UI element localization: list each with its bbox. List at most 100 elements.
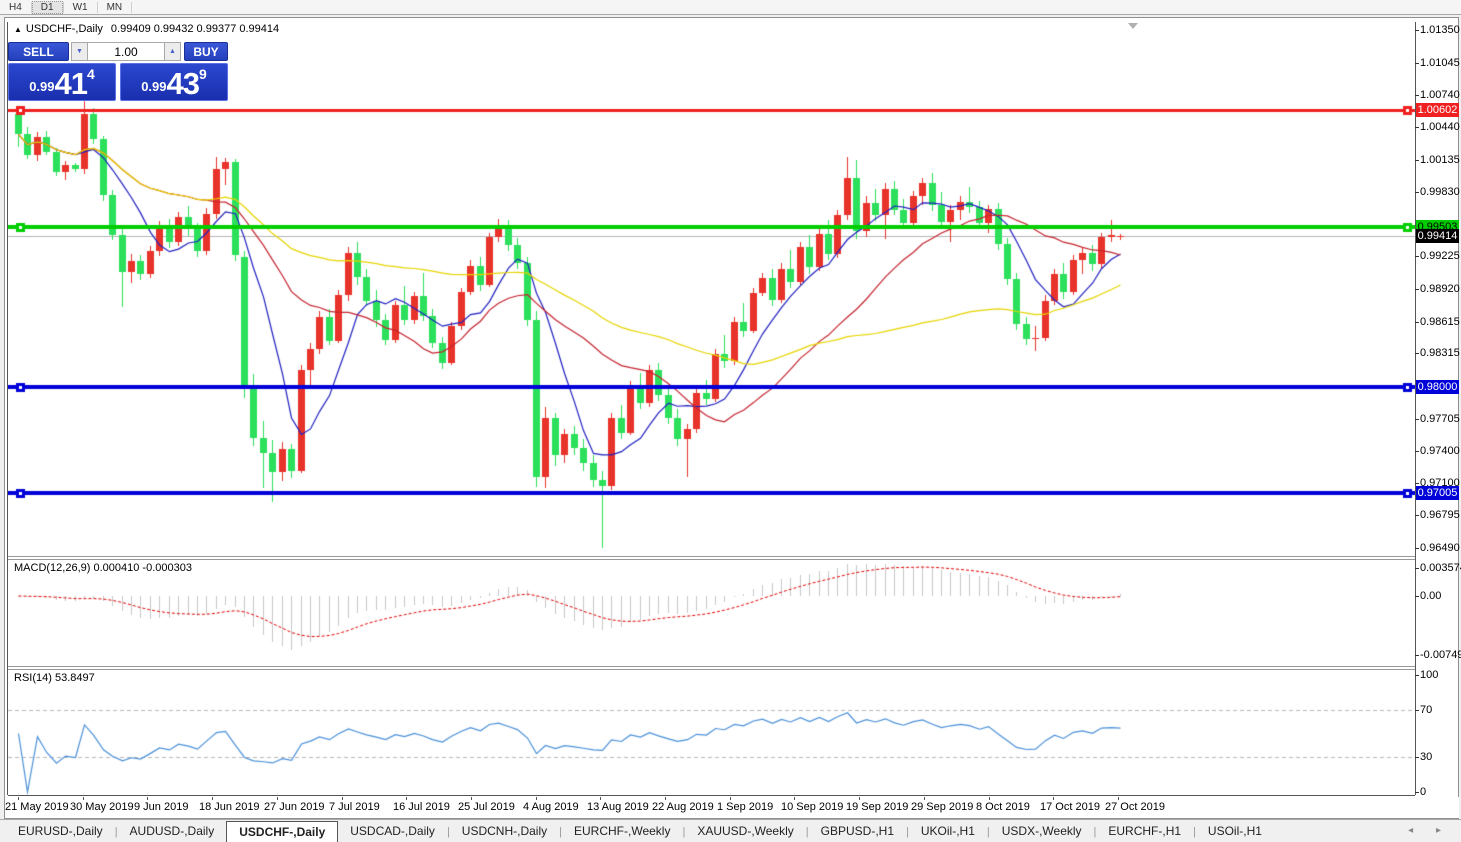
timeframe-button-h4[interactable]: H4 <box>9 1 22 13</box>
axis-tick-mark <box>1415 160 1419 161</box>
rsi-axis-label: 70 <box>1420 704 1433 716</box>
date-tick-mark <box>989 797 990 800</box>
date-tick-mark <box>1118 797 1119 800</box>
price-badge-0.97005: 0.97005 <box>1416 486 1459 500</box>
date-tick-mark <box>1053 797 1054 800</box>
axis-tick-mark <box>1415 256 1419 257</box>
price-axis-label: 0.96795 <box>1420 509 1460 521</box>
date-axis-label: 8 Oct 2019 <box>976 801 1030 813</box>
rsi-label: RSI(14) 53.8497 <box>14 672 95 684</box>
axis-tick-mark <box>1415 515 1419 516</box>
chart-shift-marker-icon[interactable] <box>1128 23 1138 29</box>
axis-tick-mark <box>1415 322 1419 323</box>
date-axis-label: 1 Sep 2019 <box>717 801 774 813</box>
date-axis[interactable]: 21 May 2019 30 May 2019 9 Jun 2019 18 Jun 2… <box>5 797 1459 818</box>
axis-tick-mark <box>1415 568 1419 569</box>
bottom-tab-usdcnh-daily[interactable]: USDCNH-,Daily <box>461 824 548 838</box>
price-axis-label: 0.99225 <box>1420 250 1460 262</box>
date-tick-mark <box>83 797 84 800</box>
date-tick-mark <box>924 797 925 800</box>
price-axis-label: 0.97705 <box>1420 413 1460 425</box>
date-axis-label: 22 Aug 2019 <box>652 801 714 813</box>
price-badge-1.00602: 1.00602 <box>1416 103 1459 117</box>
axis-tick-mark <box>1415 675 1419 676</box>
buy-price-box[interactable]: 0.99 43 9 <box>120 63 228 101</box>
bottom-tab-gbpusd-h1[interactable]: GBPUSD-,H1 <box>820 824 894 838</box>
rsi-axis-label: 0 <box>1420 786 1427 798</box>
plot-left-border <box>7 22 8 795</box>
axis-tick-mark <box>1415 451 1419 452</box>
macd-separator-inner <box>8 559 1415 560</box>
bottom-tab-xauusd-weekly[interactable]: XAUUSD-,Weekly <box>697 824 794 838</box>
date-axis-label: 27 Oct 2019 <box>1105 801 1165 813</box>
buy-price-prefix: 0.99 <box>141 79 167 94</box>
one-click-panel-toggle-icon[interactable]: ▲ <box>14 25 22 34</box>
tab-divider: | <box>906 826 909 838</box>
price-chart-canvas[interactable] <box>8 22 1415 557</box>
price-axis-label: 1.01045 <box>1420 57 1460 69</box>
bottom-tab-usdchf-daily[interactable]: USDCHF-,Daily <box>226 821 339 842</box>
price-axis-label: 0.98920 <box>1420 283 1460 295</box>
date-tick-mark <box>277 797 278 800</box>
axis-tick-mark <box>1415 63 1419 64</box>
axis-tick-mark <box>1415 655 1419 656</box>
timeframe-button-mn[interactable]: MN <box>106 1 123 13</box>
macd-separator[interactable] <box>8 556 1415 557</box>
sell-button[interactable]: SELL <box>8 42 69 61</box>
chart-ohlc-values: 0.99409 0.99432 0.99377 0.99414 <box>110 23 280 35</box>
date-axis-label: 17 Oct 2019 <box>1040 801 1100 813</box>
date-tick-mark <box>147 797 148 800</box>
bottom-tab-eurchf-weekly[interactable]: EURCHF-,Weekly <box>574 824 671 838</box>
sell-price-prefix: 0.99 <box>29 79 55 94</box>
axis-tick-mark <box>1415 483 1419 484</box>
bottom-tab-usoil-h1[interactable]: USOil-,H1 <box>1207 824 1262 838</box>
date-tick-mark <box>859 797 860 800</box>
rsi-axis-label: 30 <box>1420 751 1433 763</box>
date-tick-mark <box>536 797 537 800</box>
date-tick-mark <box>471 797 472 800</box>
date-axis-label: 25 Jul 2019 <box>458 801 515 813</box>
bottom-tab-ukoil-h1[interactable]: UKOil-,H1 <box>920 824 975 838</box>
bottom-tab-usdx-weekly[interactable]: USDX-,Weekly <box>1001 824 1082 838</box>
price-badge-0.99414: 0.99414 <box>1416 229 1459 243</box>
tab-divider: | <box>114 826 118 838</box>
rsi-separator-inner <box>8 669 1415 670</box>
axis-tick-mark <box>1415 757 1419 758</box>
date-axis-label: 29 Sep 2019 <box>911 801 974 813</box>
bottom-tab-eurchf-h1[interactable]: EURCHF-,H1 <box>1108 824 1182 838</box>
macd-indicator-canvas[interactable] <box>8 560 1415 667</box>
volume-decrease-button[interactable]: ▼ <box>71 42 88 61</box>
volume-input[interactable] <box>88 42 164 61</box>
price-axis-label: 1.01350 <box>1420 24 1460 36</box>
tab-divider: | <box>1193 826 1196 838</box>
date-tick-mark <box>212 797 213 800</box>
bottom-tab-audusd-daily[interactable]: AUDUSD-,Daily <box>129 824 215 838</box>
toolbar-divider <box>96 1 98 13</box>
date-axis-label: 30 May 2019 <box>70 801 134 813</box>
tab-divider: | <box>986 826 990 838</box>
price-axis-label: 0.97400 <box>1420 445 1460 457</box>
rsi-separator[interactable] <box>8 666 1415 667</box>
buy-button[interactable]: BUY <box>184 42 228 61</box>
chart-tab-bar: EURUSD-,Daily | AUDUSD-,Daily USDCHF-,Daily… <box>0 819 1461 842</box>
bottom-tab-eurusd-daily[interactable]: EURUSD-,Daily <box>18 824 103 838</box>
timeframe-button-d1[interactable]: D1 <box>31 0 63 14</box>
tab-scroll-arrows[interactable]: ◂ ▸ <box>1408 825 1451 836</box>
date-axis-label: 19 Sep 2019 <box>846 801 909 813</box>
date-axis-label: 18 Jun 2019 <box>199 801 260 813</box>
bottom-tab-usdcad-daily[interactable]: USDCAD-,Daily <box>350 824 435 838</box>
sell-price-big: 41 <box>54 66 88 101</box>
timeframe-button-w1[interactable]: W1 <box>72 1 88 13</box>
volume-increase-button[interactable]: ▲ <box>164 42 181 61</box>
sell-price-box[interactable]: 0.99 41 4 <box>8 63 116 101</box>
date-axis-label: 9 Jun 2019 <box>134 801 189 813</box>
axis-tick-mark <box>1415 353 1419 354</box>
axis-tick-mark <box>1415 548 1419 549</box>
price-axis-label: 0.99830 <box>1420 186 1460 198</box>
toolbar-divider <box>131 1 133 13</box>
rsi-indicator-canvas[interactable] <box>8 670 1415 795</box>
date-tick-mark <box>665 797 666 800</box>
tab-divider: | <box>682 826 686 838</box>
